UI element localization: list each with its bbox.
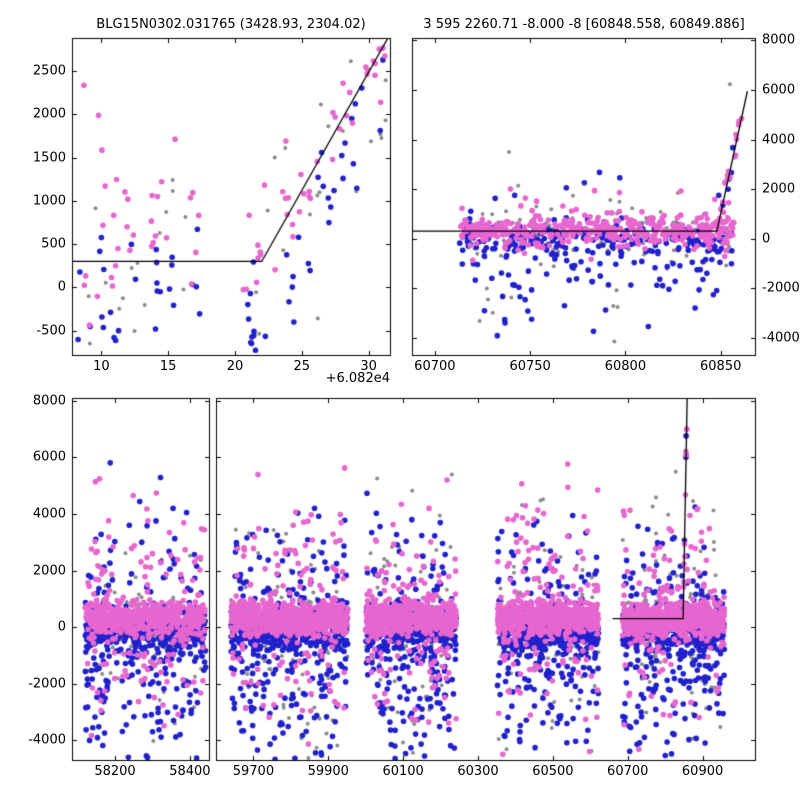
- x-tick-label: 58200: [94, 764, 136, 779]
- top-left-plot-title: BLG15N0302.031765 (3428.93, 2304.02): [96, 17, 366, 32]
- y-tick-label: 8000: [762, 32, 796, 48]
- x-axis-offset-label: +6.082e4: [325, 371, 390, 386]
- x-tick-label: 15: [159, 359, 177, 374]
- y-tick-label: -4000: [762, 330, 800, 346]
- top-right-plot-title: 3 595 2260.71 -8.000 -8 [60848.558, 6084…: [423, 17, 745, 32]
- y-tick-label: 0: [57, 279, 66, 295]
- x-tick-label: 60100: [382, 764, 424, 779]
- y-tick-label: 8000: [32, 393, 66, 409]
- x-tick-label: 30: [360, 359, 377, 374]
- y-tick-label: -2000: [28, 676, 66, 692]
- x-tick-label: 10: [93, 359, 110, 374]
- x-tick-label: 60300: [457, 764, 499, 779]
- x-tick-label: 60700: [607, 764, 649, 779]
- y-tick-label: 2000: [762, 181, 796, 197]
- x-tick-label: 60500: [532, 764, 574, 779]
- x-tick-label: 60900: [681, 764, 724, 779]
- x-tick-label: 60850: [700, 359, 742, 374]
- x-tick-label: 20: [226, 359, 244, 374]
- y-tick-label: 2500: [32, 63, 66, 79]
- y-tick-label: 1500: [32, 150, 66, 166]
- y-tick-label: 4000: [762, 132, 796, 148]
- y-tick-label: -4000: [28, 732, 66, 748]
- y-tick-label: 6000: [762, 82, 796, 98]
- x-tick-label: 60700: [414, 359, 456, 374]
- y-tick-label: -500: [36, 323, 66, 339]
- x-tick-label: 59900: [307, 764, 349, 779]
- y-tick-label: 6000: [32, 449, 66, 465]
- y-tick-label: 0: [57, 619, 66, 635]
- x-tick-label: 60800: [604, 359, 647, 374]
- x-tick-label: 58400: [169, 764, 211, 779]
- x-tick-label: 59700: [232, 764, 275, 779]
- x-tick-label: 60750: [509, 359, 551, 374]
- x-tick-label: 25: [293, 359, 311, 374]
- y-tick-label: 500: [41, 236, 66, 252]
- y-tick-label: 4000: [32, 506, 66, 522]
- y-tick-label: 2000: [32, 106, 66, 122]
- y-tick-label: 0: [762, 231, 771, 247]
- y-tick-label: 2000: [32, 563, 66, 579]
- y-tick-label: -2000: [762, 280, 800, 296]
- y-tick-label: 1000: [32, 193, 66, 209]
